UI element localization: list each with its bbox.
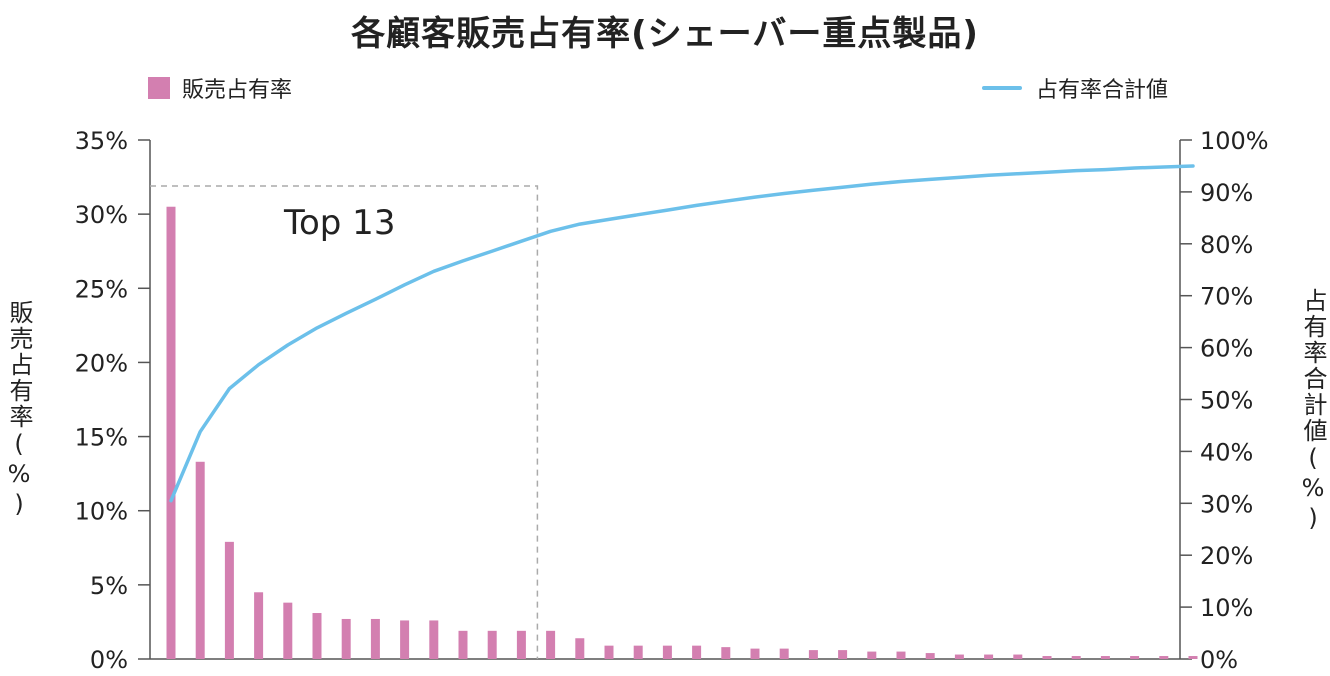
top13-label: Top 13 — [283, 203, 395, 243]
bar — [954, 654, 964, 659]
y-left-tick-label: 15% — [75, 424, 128, 452]
bar — [516, 630, 526, 659]
legend-bar: 販売占有率 — [148, 72, 292, 104]
bar — [838, 650, 848, 659]
bar — [166, 206, 176, 659]
bar — [779, 648, 789, 659]
y-left-tick-label: 5% — [90, 572, 128, 600]
bar-swatch — [148, 77, 170, 99]
legend-line-label: 占有率合計値 — [1036, 78, 1169, 103]
bar — [254, 592, 264, 659]
y-right-tick-label: 100% — [1200, 127, 1269, 155]
bar — [370, 618, 380, 659]
bar — [283, 602, 293, 659]
y-right-tick-label: 20% — [1200, 542, 1253, 570]
bar — [224, 541, 234, 659]
axes-group: 0% 5% 10% 15% 20% 25% 30% 35% 0% 10% 20% 30% 40% 50% 6… — [75, 127, 1269, 674]
bar — [925, 653, 935, 659]
bar — [429, 620, 439, 659]
bars-group — [166, 206, 1198, 659]
line-group — [169, 164, 1195, 503]
bar — [1159, 656, 1169, 659]
y-left-tick-label: 10% — [75, 498, 128, 526]
y-left-tick-label: 35% — [75, 127, 128, 155]
y-right-tick-label: 80% — [1200, 231, 1253, 259]
legend-bar-label: 販売占有率 — [182, 78, 293, 103]
bar — [341, 618, 351, 659]
cumulative-line — [169, 164, 1195, 503]
bar — [575, 638, 585, 659]
bar — [458, 630, 468, 659]
bar — [1188, 656, 1198, 659]
bar — [984, 654, 994, 659]
annotation-group: Top 13 — [150, 185, 539, 659]
bar — [1013, 654, 1023, 659]
y-right-tick-label: 10% — [1200, 594, 1253, 622]
legend-line: 占有率合計値 — [982, 72, 1168, 104]
bar — [1071, 656, 1081, 659]
y-right-tick-label: 0% — [1200, 646, 1238, 674]
bar — [721, 647, 731, 659]
y-right-tick-label: 70% — [1200, 283, 1253, 311]
y-left-tick-label: 20% — [75, 349, 128, 377]
bar — [312, 613, 322, 659]
bar — [487, 630, 497, 659]
line-swatch — [982, 86, 1022, 90]
bar — [1130, 656, 1140, 659]
bar — [604, 645, 614, 659]
y-left-tick-label: 30% — [75, 201, 128, 229]
bar — [546, 630, 556, 659]
y-left-axis-label: 販売占有率(%) — [5, 300, 33, 520]
y-right-tick-label: 60% — [1200, 335, 1253, 363]
top13-box — [150, 185, 539, 659]
bar — [633, 645, 643, 659]
y-right-tick-label: 50% — [1200, 387, 1253, 415]
bar — [400, 620, 410, 659]
bar — [867, 651, 877, 659]
y-right-tick-label: 30% — [1200, 490, 1253, 518]
bar — [750, 648, 760, 659]
bar — [808, 650, 818, 659]
y-right-tick-label: 90% — [1200, 179, 1253, 207]
bar — [692, 645, 702, 659]
bar — [662, 645, 672, 659]
y-right-axis-label: 占有率合計値(%) — [1299, 288, 1327, 534]
bar — [896, 651, 906, 659]
bar — [195, 461, 205, 659]
bar — [1100, 656, 1110, 659]
chart-title: 各顧客販売占有率(シェーバー重点製品) — [351, 14, 979, 54]
y-left-tick-label: 0% — [90, 646, 128, 674]
y-right-tick-label: 40% — [1200, 438, 1253, 466]
bar — [1042, 656, 1052, 659]
y-left-tick-label: 25% — [75, 275, 128, 303]
